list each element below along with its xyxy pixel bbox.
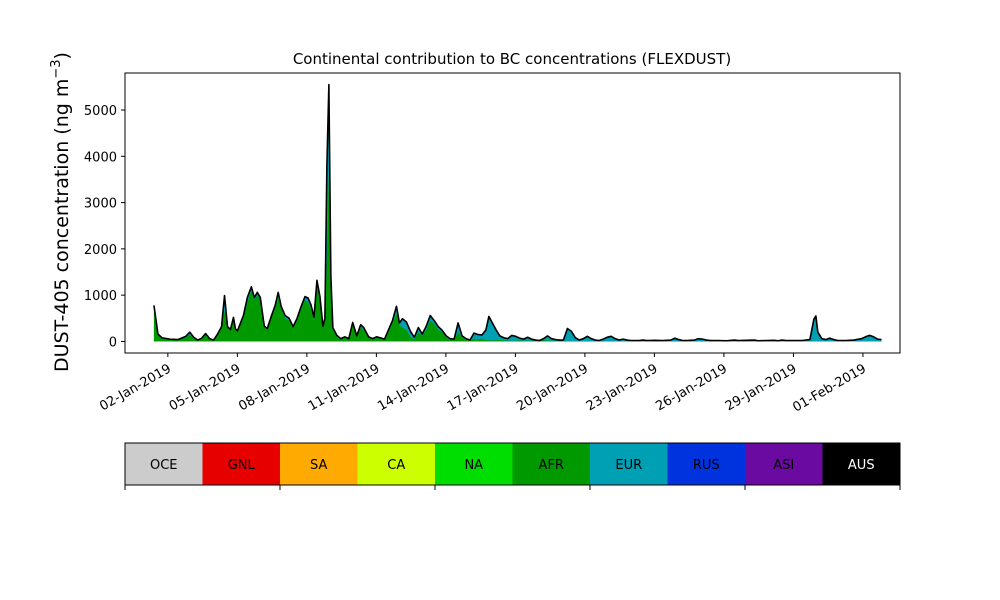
y-tick-label: 2000 [84, 243, 117, 258]
x-tick-label: 14-Jan-2019 [375, 361, 452, 414]
legend-label-aus: AUS [848, 458, 875, 473]
y-axis-label: DUST-405 concentration (ng m−3) [49, 52, 73, 372]
area-eur [153, 92, 882, 342]
legend-label-sa: SA [310, 458, 327, 473]
x-tick-label: 05-Jan-2019 [167, 361, 244, 414]
legend-swatch-asi [745, 443, 823, 485]
legend-label-asi: ASI [773, 458, 794, 473]
y-tick-label: 0 [109, 335, 117, 350]
x-tick-label: 08-Jan-2019 [236, 361, 313, 414]
x-tick-label: 26-Jan-2019 [653, 361, 730, 414]
legend: OCE GNL SA CA NA AFR EUR RUS ASI AUS [124, 442, 901, 490]
total-outline [153, 83, 882, 342]
axes-frame [124, 72, 901, 354]
x-tick-label: 17-Jan-2019 [445, 361, 522, 414]
legend-label-gnl: GNL [228, 458, 256, 473]
x-tick-label: 23-Jan-2019 [584, 361, 661, 414]
legend-frame [124, 442, 901, 486]
legend-label-ca: CA [387, 458, 405, 473]
x-tick-label: 01-Feb-2019 [790, 361, 869, 415]
area-rus-edge [153, 84, 882, 342]
legend-label-rus: RUS [693, 458, 720, 473]
x-axis: 02-Jan-201905-Jan-201908-Jan-201911-Jan-… [97, 353, 869, 415]
legend-swatch-na [435, 443, 513, 485]
x-tick-label: 29-Jan-2019 [723, 361, 800, 414]
x-tick-label: 20-Jan-2019 [514, 361, 591, 414]
legend-swatch-sa [280, 443, 358, 485]
y-tick-label: 5000 [84, 104, 117, 119]
legend-label-eur: EUR [615, 458, 642, 473]
legend-swatch-afr [512, 443, 591, 485]
legend-swatch-ca [357, 443, 436, 485]
y-axis: 0 1000 2000 3000 4000 5000 [84, 104, 125, 350]
legend-swatch-aus [822, 443, 901, 485]
legend-label-na: NA [464, 458, 483, 473]
legend-swatch-oce [125, 443, 203, 485]
legend-label-oce: OCE [150, 458, 178, 473]
x-tick-label: 11-Jan-2019 [306, 361, 383, 414]
legend-swatch-rus [667, 443, 746, 485]
y-tick-label: 3000 [84, 197, 117, 212]
plot-area [153, 83, 882, 342]
chart-title: Continental contribution to BC concentra… [293, 50, 731, 68]
x-tick-label: 02-Jan-2019 [97, 361, 174, 414]
legend-swatch-gnl [202, 443, 281, 485]
legend-label-afr: AFR [539, 458, 564, 473]
y-tick-label: 1000 [84, 289, 117, 304]
legend-swatch-eur [590, 443, 668, 485]
y-tick-label: 4000 [84, 150, 117, 165]
area-afr [153, 174, 771, 342]
